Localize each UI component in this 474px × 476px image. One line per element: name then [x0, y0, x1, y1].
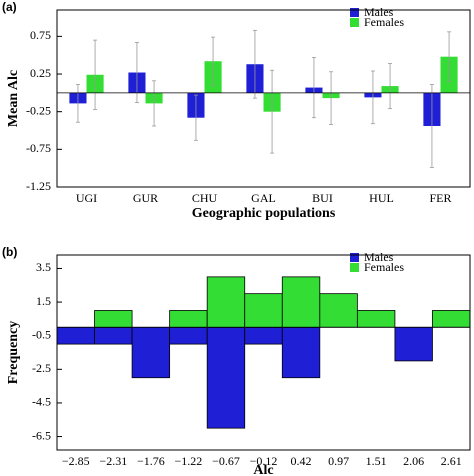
y-tick-label: -0.75 — [26, 141, 51, 155]
bar — [169, 310, 208, 328]
x-tick-label: −0.12 — [250, 454, 278, 468]
panel-label: (a) — [2, 0, 17, 14]
plot-frame — [56, 9, 471, 188]
x-tick-label: 1.51 — [366, 454, 387, 468]
y-tick-label: -0.25 — [26, 103, 51, 117]
legend-swatch — [350, 263, 359, 272]
legend-label: Males — [364, 250, 394, 264]
legend-swatch — [350, 253, 359, 262]
bar — [281, 326, 321, 379]
x-axis-label: Alc — [253, 463, 273, 476]
legend-swatch — [350, 8, 359, 17]
x-tick-label: 2.61 — [441, 454, 462, 468]
legend-label: Females — [364, 260, 404, 274]
x-tick-label: GUR — [133, 191, 158, 205]
x-tick-label: UGI — [76, 191, 97, 205]
x-tick-label: −2.85 — [62, 454, 90, 468]
legend-swatch — [350, 18, 359, 27]
bar — [281, 276, 321, 328]
y-tick-label: -4.5 — [32, 395, 51, 409]
bar — [131, 326, 171, 379]
y-tick-label: 3.5 — [36, 260, 51, 274]
bar — [244, 326, 283, 345]
x-tick-label: GAL — [251, 191, 276, 205]
bar — [206, 326, 246, 429]
bar — [432, 310, 471, 328]
legend-label: Females — [364, 15, 404, 29]
x-tick-label: CHU — [192, 191, 218, 205]
x-tick-label: 2.06 — [403, 454, 424, 468]
bar — [356, 310, 396, 328]
y-tick-label: -1.25 — [26, 179, 51, 193]
plot-frame — [56, 254, 471, 451]
bar — [319, 293, 358, 328]
bar — [206, 276, 246, 328]
x-tick-label: HUL — [369, 191, 394, 205]
x-tick-label: −1.22 — [175, 454, 203, 468]
bar — [94, 326, 133, 345]
y-tick-label: -0.5 — [32, 327, 51, 341]
bar — [394, 326, 433, 362]
panel-label: (b) — [2, 245, 17, 259]
y-tick-label: 0.25 — [30, 66, 51, 80]
x-axis-label: Geographic populations — [192, 206, 336, 221]
y-axis-label: Mean Alc — [6, 70, 21, 127]
y-tick-label: -6.5 — [32, 428, 51, 442]
legend-label: Males — [364, 5, 394, 19]
x-tick-label: 0.42 — [291, 454, 312, 468]
bar — [94, 310, 133, 328]
x-tick-label: −0.67 — [212, 454, 240, 468]
x-tick-label: −1.76 — [137, 454, 165, 468]
bar — [244, 293, 283, 328]
x-tick-label: −2.31 — [99, 454, 127, 468]
x-tick-label: 0.97 — [328, 454, 349, 468]
bar — [169, 326, 208, 345]
bar — [56, 326, 95, 345]
y-tick-label: 0.75 — [30, 28, 51, 42]
y-axis-label: Frequency — [6, 321, 21, 385]
y-tick-label: -2.5 — [32, 361, 51, 375]
x-tick-label: BUI — [312, 191, 333, 205]
x-tick-label: FER — [429, 191, 451, 205]
y-tick-label: 1.5 — [36, 294, 51, 308]
